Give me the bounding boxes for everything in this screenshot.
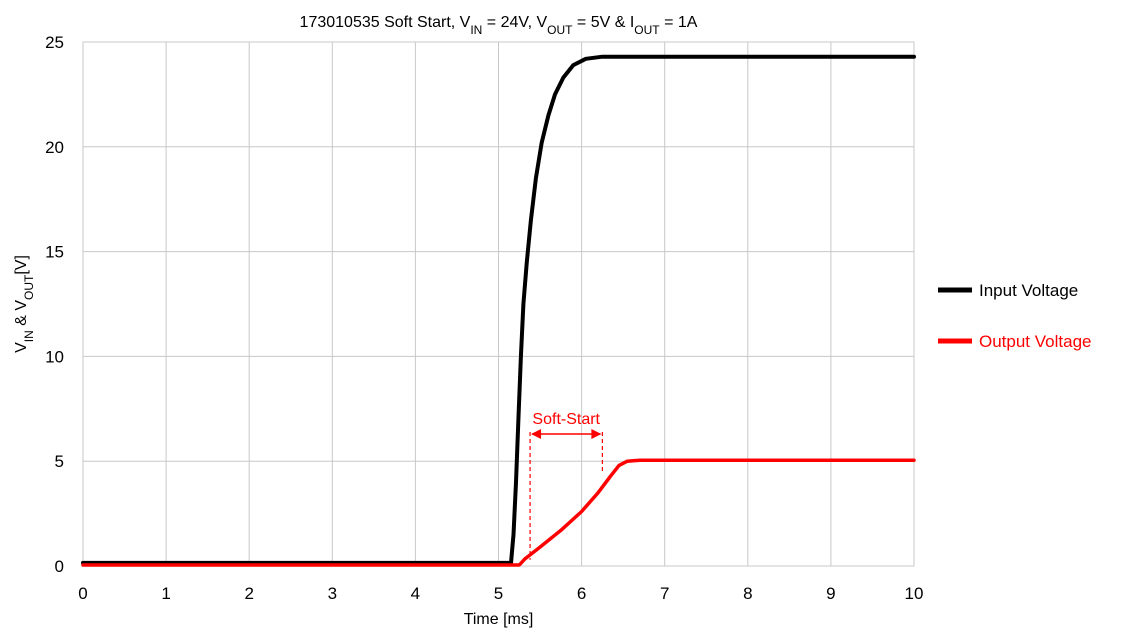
y-tick-label: 5 xyxy=(55,452,64,471)
series-line-input-voltage xyxy=(81,54,916,565)
legend-label: Input Voltage xyxy=(979,281,1078,300)
soft-start-arrow-left xyxy=(531,428,542,439)
x-tick-label: 0 xyxy=(78,584,87,603)
x-tick-label: 6 xyxy=(577,584,586,603)
x-tick-label: 4 xyxy=(411,584,420,603)
x-tick-label: 7 xyxy=(660,584,669,603)
y-tick-label: 20 xyxy=(45,138,64,157)
grid-lines xyxy=(82,41,915,567)
x-tick-label: 10 xyxy=(905,584,924,603)
soft-start-arrow-right xyxy=(591,428,602,439)
x-tick-label: 2 xyxy=(244,584,253,603)
y-tick-label: 15 xyxy=(45,243,64,262)
y-axis-title: VIN & VOUT[V] xyxy=(13,255,36,353)
x-tick-label: 3 xyxy=(328,584,337,603)
x-axis-title: Time [ms] xyxy=(464,611,534,628)
y-tick-label: 25 xyxy=(45,33,64,52)
x-tick-label: 9 xyxy=(826,584,835,603)
chart-title: 173010535 Soft Start, VIN = 24V, VOUT = … xyxy=(300,14,698,37)
series-line-output-voltage xyxy=(81,458,916,567)
x-tick-label: 8 xyxy=(743,584,752,603)
soft-start-label: Soft-Start xyxy=(532,411,600,428)
x-tick-label: 1 xyxy=(161,584,170,603)
series-layer xyxy=(81,54,916,567)
y-tick-label: 10 xyxy=(45,347,64,366)
legend: Input Voltage Output Voltage xyxy=(938,281,1091,351)
x-tick-label: 5 xyxy=(494,584,503,603)
soft-start-annotation: Soft-Start xyxy=(529,411,603,560)
y-tick-label: 0 xyxy=(55,557,64,576)
tick-labels: 0 1 2 3 4 5 6 7 8 9 10 0 5 10 15 20 25 xyxy=(45,33,923,603)
legend-label: Output Voltage xyxy=(979,332,1091,351)
